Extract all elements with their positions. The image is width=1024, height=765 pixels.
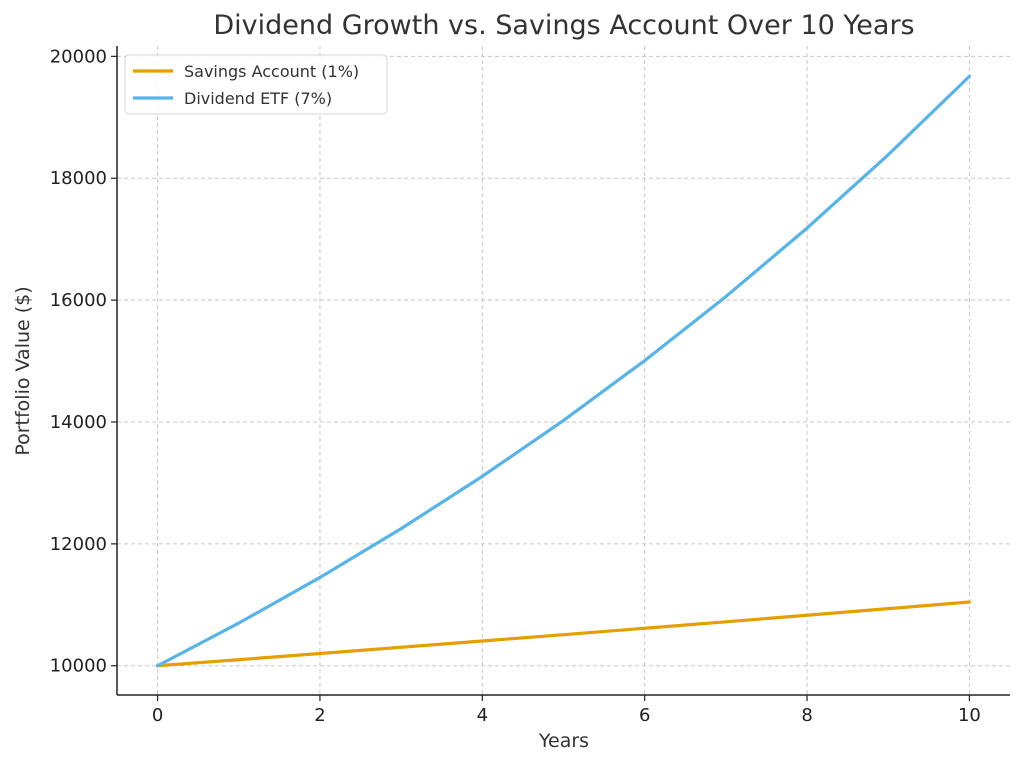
y-tick-label: 18000 — [50, 168, 107, 189]
chart-title: Dividend Growth vs. Savings Account Over… — [213, 10, 914, 41]
legend-box — [124, 54, 388, 115]
legend-label: Savings Account (1%) — [184, 62, 359, 81]
y-axis-label: Portfolio Value ($) — [12, 286, 34, 455]
series-line-dividend-etf — [155, 74, 972, 668]
x-tick-label: 8 — [801, 705, 812, 726]
legend-label: Dividend ETF (7%) — [184, 89, 332, 108]
y-tick-label: 16000 — [50, 290, 107, 311]
x-axis-label: Years — [538, 730, 589, 752]
y-tick-label: 14000 — [50, 412, 107, 433]
y-tick-label: 20000 — [50, 46, 107, 67]
x-tick-label: 2 — [314, 705, 325, 726]
x-tick-label: 10 — [958, 705, 981, 726]
y-tick-label: 12000 — [50, 534, 107, 555]
x-tick-label: 4 — [477, 705, 488, 726]
legend: Savings Account (1%) Dividend ETF (7%) — [124, 54, 388, 115]
series-line-savings — [155, 600, 972, 668]
grid-lines — [117, 46, 1010, 695]
x-tick-label: 0 — [152, 705, 163, 726]
x-axis-ticks: 0 2 4 6 8 10 — [152, 695, 981, 726]
y-tick-label: 10000 — [50, 656, 107, 677]
x-tick-label: 6 — [639, 705, 650, 726]
series-layer — [155, 74, 972, 668]
y-axis-ticks: 10000 12000 14000 16000 18000 20000 — [50, 46, 117, 677]
